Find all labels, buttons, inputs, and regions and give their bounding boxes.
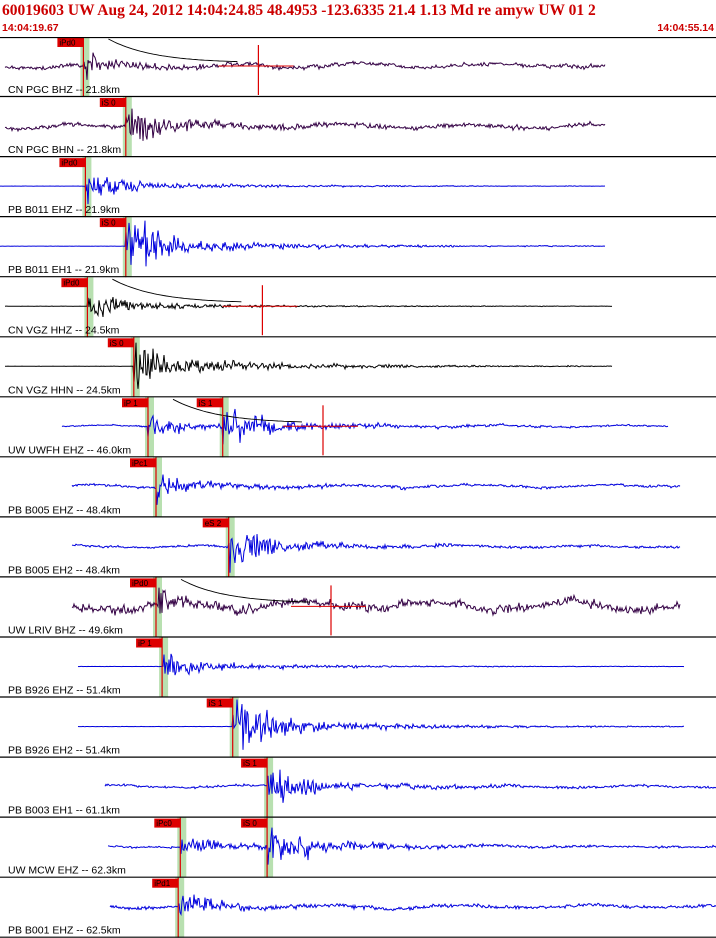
waveform-trace xyxy=(71,534,681,573)
pick-label: iS 0 xyxy=(110,339,124,348)
waveform-trace xyxy=(107,827,716,865)
station-labels: CN PGC BHZ -- 21.8km CN PGC BHN -- 21.8km… xyxy=(8,84,131,937)
pick-label: iP 1 xyxy=(124,399,138,408)
end-time-label: 14:04:55.14 xyxy=(657,22,714,34)
pick-label: iS 1 xyxy=(243,759,257,768)
waveform-trace xyxy=(77,699,685,750)
pick-band xyxy=(264,817,274,878)
station-label: PB B001 EHZ -- 62.5km xyxy=(8,925,121,937)
pick-box xyxy=(154,818,181,828)
pick-label: iS 1 xyxy=(209,699,223,708)
start-time-label: 14:04:19.67 xyxy=(2,22,59,34)
event-title: 60019603 UW Aug 24, 2012 14:04:24.85 48.… xyxy=(2,2,596,19)
pick-box xyxy=(152,878,179,888)
pick-label: iPd0 xyxy=(132,579,149,588)
trace-separators xyxy=(0,37,716,938)
pick-label: iS 0 xyxy=(243,819,257,828)
station-label: UW UWFH EHZ -- 46.0km xyxy=(8,444,131,456)
pick-label: iPd0 xyxy=(59,39,76,48)
station-label: UW LRIV BHZ -- 49.6km xyxy=(8,625,123,637)
pick-band xyxy=(219,397,229,458)
station-label: PB B926 EHZ -- 51.4km xyxy=(8,685,121,697)
pick-label: iPc1 xyxy=(132,459,148,468)
pick-band xyxy=(153,577,162,638)
pick-box xyxy=(130,578,156,588)
waveform-trace xyxy=(4,342,613,389)
coda-curve xyxy=(172,398,303,423)
pick-band xyxy=(122,97,132,157)
pick-box xyxy=(107,338,134,348)
pick-band xyxy=(145,397,154,458)
waveform-trace xyxy=(4,296,613,318)
pick-label: iS 0 xyxy=(102,99,116,108)
coda-curve xyxy=(112,278,242,303)
pick-box xyxy=(59,158,86,168)
waveform-trace xyxy=(71,474,681,505)
station-label: PB B926 EH2 -- 51.4km xyxy=(8,745,120,757)
pick-box xyxy=(122,398,148,408)
coda-curve xyxy=(180,579,311,603)
pick-label: iS 0 xyxy=(102,219,116,228)
pick-label: iPd1 xyxy=(154,879,171,888)
pick-box xyxy=(61,278,88,288)
pick-box xyxy=(130,458,156,468)
waveform-trace xyxy=(109,894,716,916)
waveform-trace xyxy=(0,220,606,267)
waveform-trace xyxy=(61,408,669,445)
pick-label: iPd0 xyxy=(63,279,80,288)
pick-label: iP 1 xyxy=(138,639,152,648)
waveform-trace xyxy=(4,52,606,80)
waveform-trace xyxy=(0,177,606,205)
station-label: UW MCW EHZ -- 62.3km xyxy=(8,865,126,877)
pick-box xyxy=(196,398,223,408)
pick-box xyxy=(57,38,84,47)
pick-box xyxy=(99,98,126,107)
pick-box xyxy=(241,758,268,768)
pick-label: eS 2 xyxy=(205,519,222,528)
pick-box xyxy=(136,638,163,648)
station-label: PB B005 EHZ -- 48.4km xyxy=(8,504,121,516)
station-label: PB B005 EH2 -- 48.4km xyxy=(8,564,120,576)
waveform-trace xyxy=(104,769,716,803)
pick-box xyxy=(99,218,126,228)
pick-label: iPc0 xyxy=(156,819,172,828)
waveform-trace xyxy=(4,108,606,141)
waveform-trace xyxy=(71,587,681,617)
station-label: CN PGC BHZ -- 21.8km xyxy=(8,84,120,96)
pick-box xyxy=(206,698,233,708)
station-label: PB B003 EH1 -- 61.1km xyxy=(8,805,120,817)
pick-markers: iPd0 iS 0 iPd0 iS 0 iPd0 iS 0 iP 1 iS 1 iPc1 eS 2… xyxy=(57,37,268,938)
station-label: PB B011 EH1 -- 21.9km xyxy=(8,264,120,276)
seismogram-panel: iPd0 iS 0 iPd0 iS 0 iPd0 iS 0 iP 1 iS 1 iPc1 eS 2… xyxy=(0,37,716,938)
station-label: PB B011 EHZ -- 21.9km xyxy=(8,204,120,216)
pick-label: iS 1 xyxy=(199,399,213,408)
station-label: CN VGZ HHZ -- 24.5km xyxy=(8,324,120,336)
pick-box xyxy=(241,818,268,828)
waveform-trace xyxy=(77,653,685,676)
station-label: CN PGC BHN -- 21.8km xyxy=(8,144,121,156)
pick-box xyxy=(202,518,229,528)
pick-label: iPd0 xyxy=(61,159,78,168)
pick-band xyxy=(225,517,235,578)
waveform-traces xyxy=(0,38,716,916)
pick-band xyxy=(84,277,94,338)
coda-curve xyxy=(108,38,238,63)
pick-band xyxy=(153,457,162,518)
station-label: CN VGZ HHN -- 24.5km xyxy=(8,384,121,396)
pick-band xyxy=(159,637,169,698)
